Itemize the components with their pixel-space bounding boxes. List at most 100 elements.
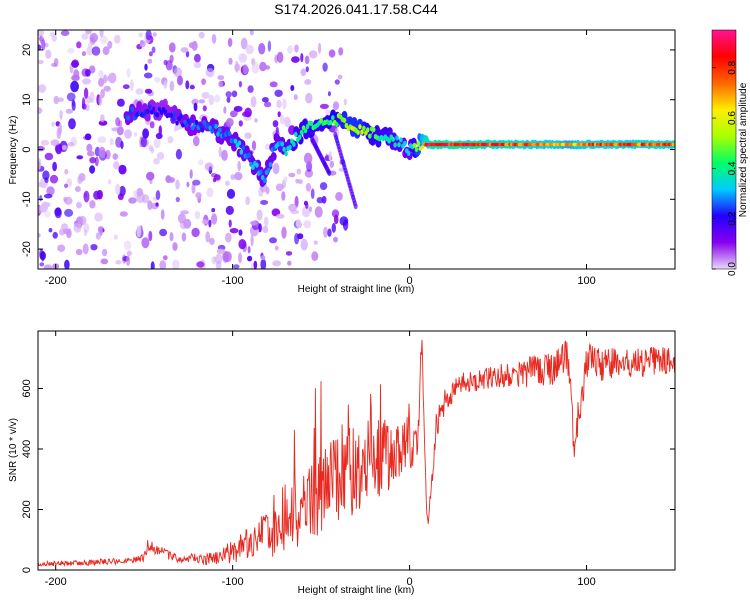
colorbar-tick-label: 0.2 (727, 211, 738, 225)
spectrogram-noise-blob (295, 218, 302, 229)
spectrogram-noise-blob (269, 237, 277, 244)
spectrogram-noise-blob (337, 74, 343, 80)
spectrogram-noise-blob (39, 204, 48, 213)
spectrogram-ridge-core (288, 144, 292, 150)
spectrogram-noise-blob (144, 63, 148, 71)
spectrogram-noise-blob (180, 47, 189, 53)
spectrogram-noise-blob (245, 196, 251, 206)
spectrogram-noise-blob (43, 193, 53, 199)
spectrogram-noise-blob (251, 62, 260, 74)
spectrogram-ridge-core (185, 122, 189, 128)
spectrogram-noise-blob (126, 68, 131, 78)
spectrogram-ridge-core (171, 116, 175, 122)
spectrogram-ridge-core (216, 131, 220, 137)
spectrogram-ridge-core (251, 164, 255, 170)
spectrogram-noise-blob (49, 32, 57, 37)
spectrogram-ridge-core (148, 104, 152, 110)
spectrogram-noise-blob (74, 186, 81, 193)
spectrogram-ridge-core (309, 120, 314, 127)
spectrogram-noise-blob (225, 91, 232, 98)
spectrogram-ridge-core (403, 140, 407, 146)
spectrogram-noise-blob (303, 152, 313, 165)
spectrogram-noise-blob (114, 34, 121, 44)
spectrogram-noise-blob (61, 223, 69, 231)
spectrogram-noise-blob (297, 179, 303, 185)
spectrogram-noise-blob (226, 96, 231, 103)
spectrogram-noise-blob (325, 109, 331, 115)
x-tick-label: 0 (407, 275, 413, 287)
y-tick-label: 0 (21, 567, 33, 573)
spectrogram-noise-blob (300, 238, 308, 251)
spectrogram-ridge-core (284, 151, 288, 157)
spectrogram-noise-blob (148, 230, 153, 242)
spectrogram-noise-blob (205, 231, 211, 243)
spectrogram-noise-blob (146, 171, 155, 181)
spectrogram-noise-blob (143, 72, 153, 79)
spectrogram-noise-blob (193, 136, 200, 147)
spectrogram-noise-blob (54, 144, 62, 153)
spectrogram-noise-blob (38, 145, 45, 152)
spectrogram-noise-blob (228, 57, 233, 65)
spectrogram-noise-blob (45, 49, 52, 59)
spectrogram-noise-blob (205, 67, 215, 78)
colorbar-gradient (712, 30, 736, 269)
spectrogram-noise-blob (83, 87, 89, 99)
colorbar-tick-label: 0.8 (727, 60, 738, 74)
spectrogram-noise-blob (310, 188, 315, 199)
spectrogram-noise-blob (327, 228, 332, 237)
spectrogram-noise-blob (233, 105, 243, 112)
spectrogram-noise-blob (108, 72, 117, 84)
spectrogram-noise-blob (151, 46, 156, 54)
spectrogram-noise-blob (91, 46, 101, 56)
spectrogram-noise-blob (115, 260, 122, 265)
spectrogram-ridge-core (155, 112, 160, 118)
spectrogram-noise-blob (85, 69, 91, 77)
spectrogram-noise-blob (43, 264, 53, 269)
spectrogram-noise-blob (150, 261, 155, 269)
spectrogram-noise-blob (238, 81, 242, 88)
spectrogram-noise-blob (107, 40, 113, 50)
spectrogram-noise-blob (283, 176, 288, 184)
spectrogram-noise-blob (274, 89, 283, 98)
spectrogram-ridge-core (303, 128, 308, 134)
spectrogram-x-axis: -200 -100 0 100 (45, 30, 596, 287)
spectrogram-noise-blob (147, 200, 153, 211)
spectrogram-noise-blob (250, 234, 254, 247)
spectrogram-noise-blob (126, 255, 131, 267)
x-tick-label: 0 (407, 576, 413, 588)
spectrogram-noise-blob (73, 222, 82, 233)
spectrogram-noise-blob (260, 258, 267, 269)
spectrogram-noise-blob (225, 118, 234, 127)
spectrogram-noise-blob (290, 85, 295, 91)
spectrogram-noise-blob (238, 229, 243, 236)
spectrogram-noise-blob (189, 84, 195, 90)
spectrogram-noise-blob (198, 31, 205, 39)
spectrogram-noise-blob (208, 219, 212, 228)
spectrogram-noise-blob (177, 213, 186, 224)
spectrogram-ridge-core (294, 131, 298, 137)
spectrogram-noise-blob (254, 118, 258, 123)
spectrogram-noise-blob (276, 213, 285, 219)
spectrogram-noise-blob (288, 203, 297, 212)
spectrogram-noise-blob (142, 194, 150, 204)
spectrogram-noise-blob (52, 231, 58, 239)
spectrogram-noise-blob (71, 59, 79, 68)
spectrogram-noise-blob (65, 108, 74, 114)
y-tick-label: 200 (21, 500, 33, 518)
spectrogram-noise-blob (141, 237, 150, 249)
spectrogram-noise-blob (38, 182, 46, 188)
spectrogram-noise-blob (135, 88, 144, 95)
spectrogram-noise-blob (287, 260, 292, 266)
spectrogram-noise-blob (113, 234, 119, 240)
spectrogram-noise-blob (75, 248, 83, 256)
spectrogram-noise-blob (133, 190, 137, 198)
spectrogram-noise-blob (39, 195, 43, 202)
spectrogram-noise-blob (87, 42, 93, 48)
spectrogram-noise-blob (148, 51, 153, 57)
spectrogram-noise-blob (250, 220, 258, 226)
spectrogram-noise-blob (288, 172, 296, 178)
spectrogram-noise-blob (86, 46, 94, 56)
spectrogram-ridge-core (397, 142, 401, 148)
spectrogram-ridge-core (146, 108, 150, 114)
spectrogram-noise-blob (216, 248, 225, 254)
